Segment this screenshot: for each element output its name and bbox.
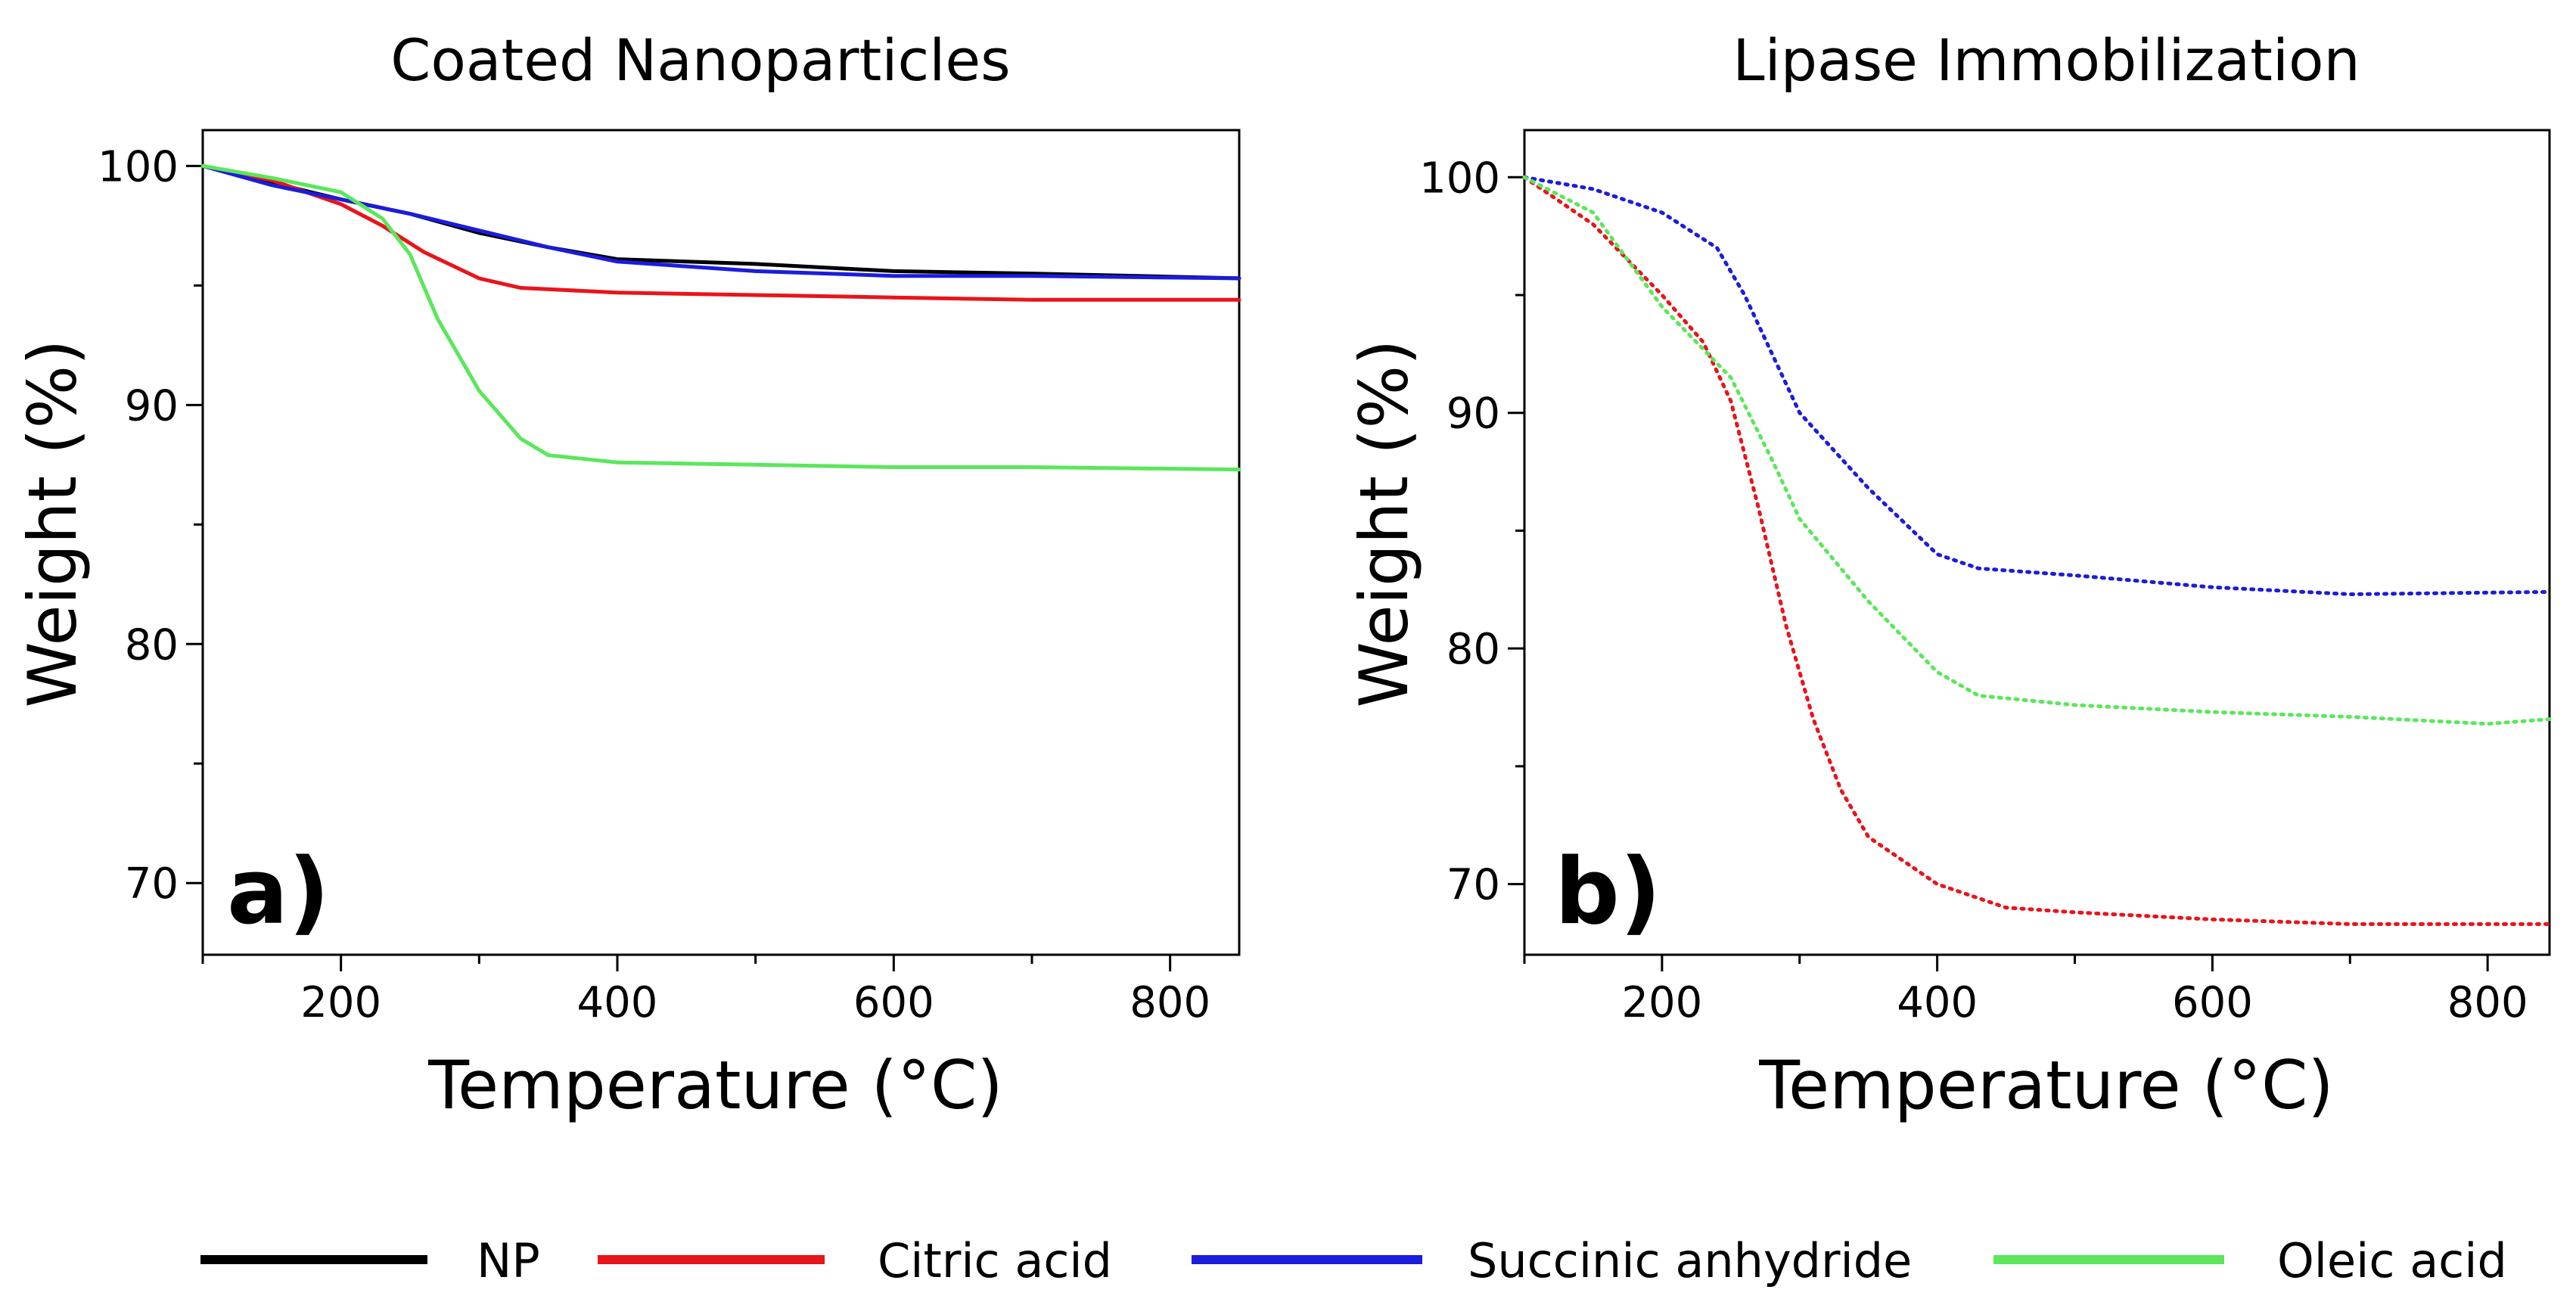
series-line-succinic-anhydride <box>1522 175 2552 596</box>
y-tick-label: 70 <box>1446 861 1500 910</box>
legend-label: NP <box>477 1233 540 1288</box>
panel-b-title: Lipase Immobilization <box>1732 26 2360 94</box>
legend-item-np: NP <box>200 1233 540 1288</box>
panel-a: Coated Nanoparticles Weight (%) Temperat… <box>14 26 1241 1124</box>
y-tick-label: 90 <box>1446 390 1500 439</box>
series-line-citric-acid <box>200 163 1241 302</box>
series-line-citric-acid <box>1522 175 2552 926</box>
x-tick-label: 400 <box>1897 978 1978 1027</box>
panel-b-y-axis-label: Weight (%) <box>1345 340 1423 708</box>
plot-frame <box>1523 129 2551 956</box>
y-tick-label: 100 <box>1419 154 1500 203</box>
legend-label: Citric acid <box>878 1233 1112 1288</box>
series-line-oleic-acid <box>200 163 1241 472</box>
panel-b: Lipase Immobilization Weight (%) Tempera… <box>1345 26 2552 1124</box>
series-line-succinic-anhydride <box>200 163 1241 281</box>
y-tick-label: 80 <box>125 620 179 670</box>
series-line-oleic-acid <box>1522 175 2552 726</box>
x-tick-label: 400 <box>577 978 658 1027</box>
panel-b-x-axis-label: Temperature (°C) <box>1758 1046 2334 1124</box>
panel-a-label: a) <box>227 840 330 945</box>
panel-b-label: b) <box>1555 840 1661 945</box>
x-tick-label: 200 <box>300 978 381 1027</box>
x-tick-label: 600 <box>853 978 934 1027</box>
series-line-np <box>200 163 1241 281</box>
y-tick-label: 80 <box>1446 625 1500 674</box>
x-tick-label: 800 <box>1130 978 1210 1027</box>
y-tick-label: 100 <box>98 142 179 191</box>
legend-label: Succinic anhydride <box>1468 1233 1912 1288</box>
x-tick-label: 800 <box>2447 978 2528 1027</box>
legend-item-succinic-anhydride: Succinic anhydride <box>1192 1233 1912 1288</box>
panel-b-plot-area: 200 400 600 800 70 80 90 100 <box>1419 129 2552 1027</box>
legend-item-oleic-acid: Oleic acid <box>1993 1233 2507 1288</box>
x-tick-label: 200 <box>1621 978 1702 1027</box>
panel-a-title: Coated Nanoparticles <box>390 26 1010 94</box>
legend-item-citric-acid: Citric acid <box>598 1233 1112 1288</box>
panel-a-plot-area: 200 400 600 800 70 80 90 100 <box>98 129 1241 1027</box>
y-tick-label: 90 <box>125 381 179 430</box>
plot-frame <box>201 129 1241 956</box>
panel-a-x-axis-label: Temperature (°C) <box>427 1046 1003 1124</box>
y-tick-label: 70 <box>125 859 179 909</box>
x-tick-label: 600 <box>2172 978 2253 1027</box>
legend: NP Citric acid Succinic anhydride Oleic … <box>200 1233 2507 1288</box>
legend-label: Oleic acid <box>2277 1233 2507 1288</box>
panel-a-y-axis-label: Weight (%) <box>14 340 92 708</box>
